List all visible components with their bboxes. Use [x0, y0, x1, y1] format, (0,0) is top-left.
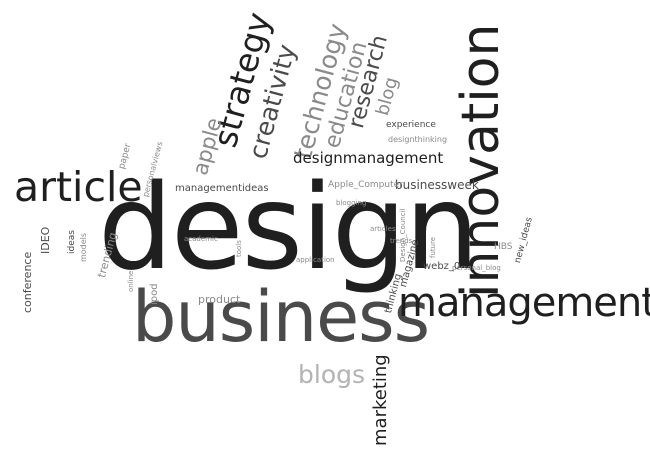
word-designmanagement: designmanagement: [293, 149, 444, 167]
word-innovation: innovation: [451, 23, 511, 298]
word-product: product: [198, 293, 241, 306]
word-hbs: HBS: [494, 242, 513, 252]
word-ideo: IDEO: [39, 226, 52, 254]
word-blogs: blogs: [298, 360, 366, 389]
word-models: models: [79, 232, 88, 262]
word-conference: conference: [21, 251, 34, 313]
word-tools: tools: [235, 240, 243, 257]
word-marketing: marketing: [370, 354, 391, 446]
word-online: online: [127, 270, 135, 292]
word-future: future: [429, 236, 437, 258]
word-new-ideas: new_ideas: [513, 216, 535, 265]
word-design-council: Design_Council: [399, 208, 407, 262]
word-management: management: [398, 280, 650, 326]
word-businessweek: businessweek: [395, 178, 479, 192]
word-application: application: [296, 256, 335, 264]
word-academic: academic: [184, 235, 218, 243]
word-personal-blog: personal_blog: [452, 264, 501, 272]
word-experience: experience: [386, 120, 436, 130]
word-designthinking: designthinking: [388, 135, 448, 144]
word-design: design: [98, 158, 479, 296]
word-ideas: ideas: [67, 230, 77, 254]
word-ipod: ipod: [149, 283, 160, 305]
word-webz-0: webz_0: [423, 261, 461, 272]
word-article: article: [14, 163, 143, 211]
word-articles: articles: [370, 225, 396, 233]
word-business: business: [132, 276, 430, 358]
word-blogging: blogging: [336, 199, 367, 207]
word-managementideas: managementideas: [175, 183, 269, 194]
word-trends: trends: [390, 237, 413, 245]
word-apple-computer: Apple_Computer: [328, 180, 403, 190]
